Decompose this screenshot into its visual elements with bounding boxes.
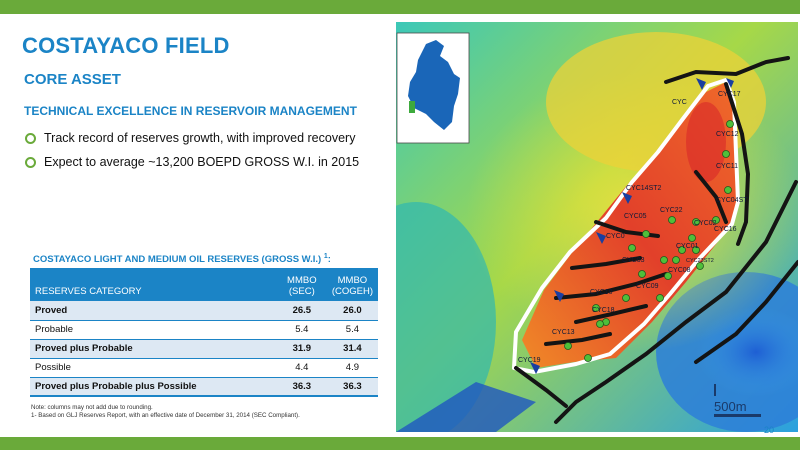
bottom-accent-bar xyxy=(0,437,800,450)
well-label: CYC02 xyxy=(694,220,717,227)
well-label: CYC03 xyxy=(622,257,645,264)
header-mmbo-cogeh: MMBO (COGEH) xyxy=(326,268,378,301)
page-title: COSTAYACO FIELD xyxy=(22,33,230,58)
row-sec-value: 5.4 xyxy=(276,320,327,340)
well-label: CYC13 xyxy=(552,329,575,336)
source-note: 1- Based on GLJ Reserves Report, with an… xyxy=(31,412,300,419)
row-category: Probable xyxy=(30,320,277,340)
page-subtitle: CORE ASSET xyxy=(24,71,121,88)
well-labels: CYC17 CYC CYC12 CYC11 CYC14ST2 CYC04ST C… xyxy=(518,91,748,364)
section-heading: TECHNICAL EXCELLENCE IN RESERVOIR MANAGE… xyxy=(24,104,357,118)
well-dots xyxy=(564,120,734,362)
footnote-marker: 1 xyxy=(323,253,328,260)
bullet-text: Expect to average ~13,200 BOEPD GROSS W.… xyxy=(44,155,360,169)
scale-bar: 500m xyxy=(714,384,761,417)
scale-label: 500m xyxy=(714,399,747,414)
table-row: Possible 4.4 4.9 xyxy=(30,358,378,378)
well-label: CYC23ST2 xyxy=(686,258,714,264)
well-label: CYC22 xyxy=(660,207,683,214)
well-label: CYC08 xyxy=(668,267,691,274)
row-category: Proved plus Probable xyxy=(30,339,277,359)
bullet-text: Track record of reserves growth, with im… xyxy=(44,131,356,145)
table-row: Proved plus Probable plus Possible 36.3 … xyxy=(30,377,378,397)
top-accent-bar xyxy=(0,0,800,14)
row-category: Proved plus Probable plus Possible xyxy=(30,377,277,397)
bullet-item: Expect to average ~13,200 BOEPD GROSS W.… xyxy=(24,150,359,174)
reserves-table-title: COSTAYACO LIGHT AND MEDIUM OIL RESERVES … xyxy=(33,253,331,266)
rounding-note: Note: columns may not add due to roundin… xyxy=(31,404,153,411)
field-location-marker xyxy=(409,101,415,113)
table-row: Probable 5.4 5.4 xyxy=(30,320,378,340)
row-sec-value: 36.3 xyxy=(276,377,327,397)
reserves-table: RESERVES CATEGORY MMBO (SEC) MMBO (COGEH) … xyxy=(30,268,378,397)
well-label: CYC0 xyxy=(606,233,625,240)
well-label: CYC18 xyxy=(592,307,615,314)
row-sec-value: 4.4 xyxy=(276,358,327,378)
reservoir-peak-zone xyxy=(686,102,726,182)
drill-pad-markers xyxy=(530,78,734,374)
well-label: CYC14ST2 xyxy=(626,185,662,192)
well-label: CYC12 xyxy=(716,131,739,138)
map-contour-zone xyxy=(396,202,496,432)
header-mmbo-sec: MMBO (SEC) xyxy=(276,268,327,301)
table-header-row: RESERVES CATEGORY MMBO (SEC) MMBO (COGEH) xyxy=(30,268,378,301)
well-label: CYC11 xyxy=(716,163,738,170)
well-label: CYC17 xyxy=(718,91,741,98)
row-cogeh-value: 26.0 xyxy=(326,301,378,321)
well-label: CYC01 xyxy=(676,243,699,250)
row-cogeh-value: 5.4 xyxy=(326,320,378,340)
row-cogeh-value: 4.9 xyxy=(326,358,378,378)
page-number: 20 xyxy=(764,425,775,435)
field-structure-map: CYC17 CYC CYC12 CYC11 CYC14ST2 CYC04ST C… xyxy=(396,22,798,432)
well-label: CYC19 xyxy=(518,357,541,364)
row-sec-value: 26.5 xyxy=(276,301,327,321)
row-cogeh-value: 31.4 xyxy=(326,339,378,359)
header-reserves-category: RESERVES CATEGORY xyxy=(30,268,277,301)
well-label: CYC16 xyxy=(714,226,737,233)
row-sec-value: 31.9 xyxy=(276,339,327,359)
well-label: CYC09 xyxy=(636,283,659,290)
row-cogeh-value: 36.3 xyxy=(326,377,378,397)
well-label: CYC04ST xyxy=(716,197,748,204)
bullet-item: Track record of reserves growth, with im… xyxy=(24,126,359,150)
bullet-circle-icon xyxy=(25,156,36,168)
row-category: Proved xyxy=(30,301,277,321)
bullet-list: Track record of reserves growth, with im… xyxy=(24,126,359,174)
well-label: CYC10 xyxy=(590,289,613,296)
bullet-circle-icon xyxy=(25,132,36,144)
table-row: Proved 26.5 26.0 xyxy=(30,301,378,321)
well-label: CYC05 xyxy=(624,213,647,220)
footnotes: Note: columns may not add due to roundin… xyxy=(31,404,300,420)
well-label: CYC xyxy=(672,99,687,106)
map-low-zone xyxy=(396,382,536,432)
colombia-inset-map xyxy=(396,32,470,144)
fault-lines xyxy=(514,56,798,424)
table-row: Proved plus Probable 31.9 31.4 xyxy=(30,339,378,359)
row-category: Possible xyxy=(30,358,277,378)
colombia-shape xyxy=(408,40,460,130)
